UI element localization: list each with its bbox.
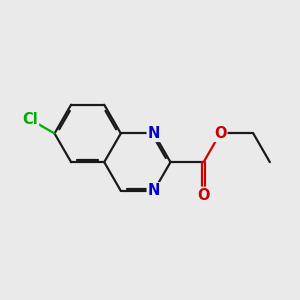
Text: N: N	[148, 126, 160, 141]
Text: N: N	[148, 183, 160, 198]
Text: O: O	[197, 188, 210, 203]
Text: O: O	[214, 126, 226, 141]
Text: Cl: Cl	[22, 112, 38, 127]
